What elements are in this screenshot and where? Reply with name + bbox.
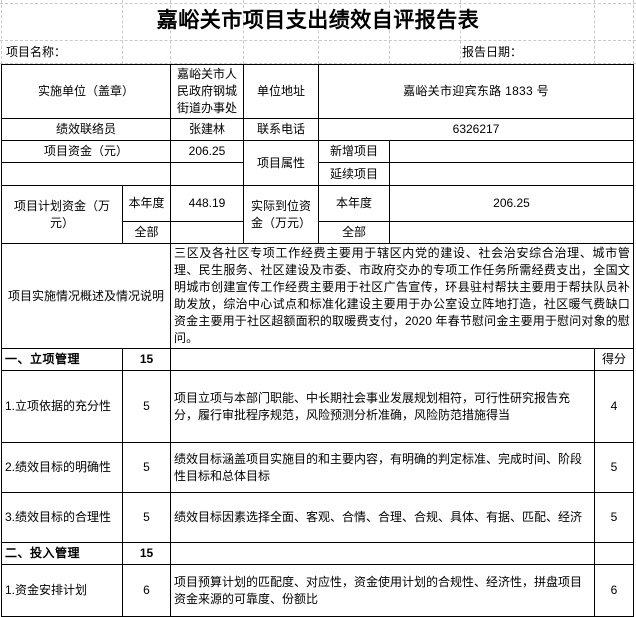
item-1-3-criteria: 绩效目标因素选择全面、客观、合情、合理、合规、具体、有据、匹配、经济 bbox=[170, 492, 596, 543]
report-title-band: 嘉峪关市项目支出绩效自评报告表 bbox=[0, 0, 636, 40]
report-table: 实施单位（盖章） 嘉峪关市人民政府钢城街道办事处 单位地址 嘉峪关市迎宾东路 1… bbox=[0, 64, 635, 617]
report-date-label: 报告日期： bbox=[462, 45, 523, 59]
actual-all-label: 全部 bbox=[318, 221, 391, 244]
section-2-score bbox=[594, 542, 635, 565]
attribute-new-value[interactable] bbox=[389, 140, 635, 163]
plan-year-value[interactable]: 448.19 bbox=[170, 185, 245, 222]
table-row-unit: 实施单位（盖章） 嘉峪关市人民政府钢城街道办事处 单位地址 嘉峪关市迎宾东路 1… bbox=[0, 64, 635, 119]
attribute-new-label: 新增项目 bbox=[318, 140, 391, 163]
funds-label: 项目资金（元） bbox=[0, 140, 172, 163]
description-label: 项目实施情况概述及情况说明 bbox=[0, 243, 172, 349]
item-2-1-score[interactable]: 6 bbox=[594, 564, 635, 617]
description-text[interactable]: 三区及各社区专项工作经费主要用于辖区内党的建设、社会治安综合治理、城市管理、民生… bbox=[170, 243, 635, 349]
table-row-liaison: 绩效联络员 张建林 联系电话 6326217 bbox=[0, 118, 635, 141]
actual-label: 实际到位资金（万元） bbox=[243, 185, 320, 244]
section-1-weight: 15 bbox=[121, 348, 172, 371]
section-2-criteria bbox=[170, 542, 596, 565]
item-1-1-score[interactable]: 4 bbox=[594, 370, 635, 443]
plan-year-label: 本年度 bbox=[121, 185, 172, 222]
address-label: 单位地址 bbox=[243, 64, 320, 119]
actual-year-label: 本年度 bbox=[318, 185, 391, 222]
liaison-label: 绩效联络员 bbox=[0, 118, 172, 141]
table-row-item-1-1: 1.立项依据的充分性 5 项目立项与本部门职能、中长期社会事业发展规划相符，可行… bbox=[1, 370, 635, 443]
funds-label-spacer bbox=[0, 162, 172, 186]
funds-value-spacer[interactable] bbox=[170, 162, 245, 186]
section-1-name: 一、立项管理 bbox=[1, 348, 123, 371]
phone-value[interactable]: 6326217 bbox=[318, 118, 635, 141]
item-2-1-name: 1.资金安排计划 bbox=[1, 564, 123, 617]
section-1-criteria bbox=[170, 348, 596, 371]
item-1-1-criteria: 项目立项与本部门职能、中长期社会事业发展规划相符，可行性研究报告充分，履行审批程… bbox=[170, 370, 596, 443]
section-2-weight: 15 bbox=[121, 542, 172, 565]
address-value[interactable]: 嘉峪关市迎宾东路 1833 号 bbox=[318, 64, 635, 119]
plan-all-value[interactable] bbox=[170, 221, 245, 244]
table-row-item-2-1: 1.资金安排计划 6 项目预算计划的匹配度、对应性，资金使用计划的合规性、经济性… bbox=[1, 564, 635, 617]
funds-value[interactable]: 206.25 bbox=[170, 140, 245, 163]
item-1-2-score[interactable]: 5 bbox=[594, 442, 635, 493]
section-2-name: 二、投入管理 bbox=[1, 542, 123, 565]
table-row-section-1: 一、立项管理 15 得分 bbox=[1, 348, 635, 371]
unit-value[interactable]: 嘉峪关市人民政府钢城街道办事处 bbox=[170, 64, 245, 119]
attribute-continue-label: 延续项目 bbox=[318, 162, 391, 186]
table-row-funds: 项目资金（元） 206.25 项目属性 新增项目 bbox=[0, 140, 635, 186]
item-2-1-weight: 6 bbox=[121, 564, 172, 617]
item-1-1-name: 1.立项依据的充分性 bbox=[1, 370, 123, 443]
actual-year-value[interactable]: 206.25 bbox=[389, 185, 635, 222]
item-2-1-criteria: 项目预算计划的匹配度、对应性，资金使用计划的合规性、经济性，拼盘项目资金来源的可… bbox=[170, 564, 596, 617]
item-1-3-name: 3.绩效目标的合理性 bbox=[1, 492, 123, 543]
table-row-plan-year: 项目计划资金（万元） 本年度 448.19 实际到位资金（万元） 本年度 206… bbox=[1, 185, 635, 244]
item-1-1-weight: 5 bbox=[121, 370, 172, 443]
actual-all-value[interactable] bbox=[389, 221, 635, 244]
item-1-2-weight: 5 bbox=[121, 442, 172, 493]
plan-all-label: 全部 bbox=[121, 221, 172, 244]
attribute-label: 项目属性 bbox=[243, 140, 320, 186]
page-title: 嘉峪关市项目支出绩效自评报告表 bbox=[156, 8, 480, 32]
table-row-section-2: 二、投入管理 15 bbox=[1, 542, 635, 565]
item-1-3-score[interactable]: 5 bbox=[594, 492, 635, 543]
project-name-label: 项目名称： bbox=[6, 45, 67, 59]
item-1-2-name: 2.绩效目标的明确性 bbox=[1, 442, 123, 493]
unit-label: 实施单位（盖章） bbox=[0, 64, 172, 119]
item-1-3-weight: 5 bbox=[121, 492, 172, 543]
meta-band: 项目名称： 报告日期： bbox=[0, 40, 636, 64]
table-row-item-1-3: 3.绩效目标的合理性 5 绩效目标因素选择全面、客观、合情、合理、合规、具体、有… bbox=[1, 492, 635, 543]
table-row-description: 项目实施情况概述及情况说明 三区及各社区专项工作经费主要用于辖区内党的建设、社会… bbox=[0, 243, 635, 349]
score-column-header: 得分 bbox=[594, 348, 635, 371]
liaison-value[interactable]: 张建林 bbox=[170, 118, 245, 141]
phone-label: 联系电话 bbox=[243, 118, 320, 141]
plan-label: 项目计划资金（万元） bbox=[1, 185, 123, 244]
table-row-item-1-2: 2.绩效目标的明确性 5 绩效目标涵盖项目实施目的和主要内容，有明确的判定标准、… bbox=[1, 442, 635, 493]
attribute-continue-value[interactable] bbox=[389, 162, 635, 186]
table-row-plan-all: 全部 全部 bbox=[2, 221, 635, 244]
item-1-2-criteria: 绩效目标涵盖项目实施目的和主要内容，有明确的判定标准、完成时间、阶段性目标和总体… bbox=[170, 442, 596, 493]
table-row-attribute-continue: 延续项目 bbox=[0, 162, 635, 186]
